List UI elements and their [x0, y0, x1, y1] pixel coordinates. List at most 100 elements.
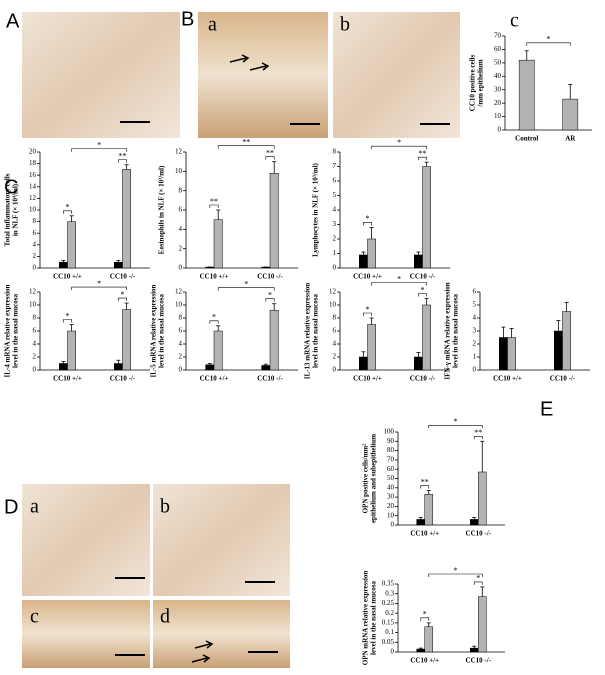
bar	[67, 221, 76, 269]
significance-label: **	[210, 197, 218, 206]
bar	[114, 261, 123, 269]
significance-bracket	[217, 145, 275, 149]
y-tick-label: 4	[333, 340, 337, 348]
y-tick-label: 8	[179, 314, 183, 322]
x-tick-label: CC10 +/+	[53, 375, 82, 383]
bar	[269, 309, 279, 371]
y-tick-label: 8	[333, 148, 337, 156]
y-tick-label: 2	[33, 353, 37, 361]
y-tick-label: 1	[473, 353, 477, 361]
panel-label: E	[540, 398, 553, 420]
y-tick-label: 4	[473, 314, 477, 322]
bar	[518, 59, 535, 131]
x-tick-label: CC10 -/-	[110, 375, 136, 383]
y-tick-label: 0	[391, 648, 395, 656]
y-axis-label: OPN positive cells/mm²	[362, 444, 370, 514]
y-axis-label: level in the nasal mucosa	[12, 294, 20, 368]
y-tick-label: 20	[387, 502, 395, 510]
significance-bracket	[63, 210, 72, 214]
significance-label: **	[419, 149, 427, 158]
significance-label: *	[421, 285, 425, 294]
panel-label: d	[160, 606, 170, 628]
significance-bracket	[209, 204, 219, 208]
x-tick-label: CC10 -/-	[410, 273, 436, 281]
panel-label: a	[208, 14, 217, 36]
y-tick-label: 5	[333, 191, 337, 199]
bar	[205, 364, 215, 371]
y-axis-label: Lymphocytes in NLF (× 10³/ml)	[312, 162, 320, 256]
panel-label: A	[6, 10, 20, 32]
y-tick-label: 2	[333, 353, 337, 361]
y-tick-label: 14	[29, 182, 37, 190]
significance-label: *	[454, 417, 458, 426]
bar	[59, 261, 68, 269]
y-tick-label: 18	[29, 159, 37, 167]
panel-label: B	[181, 8, 194, 30]
bar	[562, 98, 579, 131]
y-axis-label: IL-4 mRNA relative expression	[4, 284, 12, 377]
x-tick-label: CC10 +/+	[53, 273, 82, 281]
y-tick-label: 0.15	[382, 618, 395, 626]
bar	[122, 169, 131, 269]
y-tick-label: 6	[333, 177, 337, 185]
x-tick-label: CC10 -/-	[110, 273, 136, 281]
y-axis-label: Total inflammatory cells	[4, 173, 12, 246]
significance-label: **	[242, 137, 250, 146]
significance-label: *	[454, 566, 458, 575]
y-tick-label: 10	[494, 112, 502, 120]
significance-label: *	[423, 610, 427, 619]
x-tick-label: CC10 +/+	[200, 273, 229, 281]
significance-label: *	[212, 313, 216, 322]
y-tick-label: 6	[33, 327, 37, 335]
x-tick-label: AR	[565, 135, 576, 143]
y-tick-label: 20	[29, 148, 37, 156]
bar	[414, 254, 423, 269]
y-tick-label: 20	[494, 99, 502, 107]
significance-bracket	[428, 573, 483, 577]
y-tick-label: 6	[473, 288, 477, 296]
y-tick-label: 2	[179, 244, 183, 252]
bar	[416, 519, 426, 526]
significance-bracket	[526, 42, 571, 46]
significance-label: *	[66, 203, 70, 212]
y-tick-label: 0.3	[385, 589, 394, 597]
y-tick-label: 6	[179, 327, 183, 335]
bar	[424, 626, 434, 653]
panel-label: D	[4, 496, 18, 518]
y-tick-label: 4	[179, 225, 183, 233]
x-tick-label: CC10 -/-	[550, 375, 576, 383]
significance-label: *	[97, 279, 101, 288]
bar	[414, 356, 423, 371]
y-tick-label: 10	[29, 301, 37, 309]
y-tick-label: 12	[29, 194, 37, 202]
bar	[499, 337, 508, 371]
y-tick-label: 2	[179, 353, 183, 361]
bar	[59, 363, 68, 371]
significance-label: *	[366, 214, 370, 223]
y-tick-label: 70	[494, 32, 502, 40]
significance-bracket	[265, 298, 275, 302]
significance-bracket	[371, 282, 427, 286]
y-tick-label: 8	[179, 186, 183, 194]
y-tick-label: 4	[333, 206, 337, 214]
y-tick-label: 6	[33, 229, 37, 237]
y-tick-label: 10	[29, 206, 37, 214]
bar	[469, 519, 479, 526]
significance-bracket	[209, 320, 219, 324]
significance-label: *	[397, 274, 401, 283]
significance-bracket	[217, 287, 275, 291]
panel-label: a	[30, 496, 39, 518]
x-tick-label: CC10 +/+	[200, 375, 229, 383]
micrograph	[198, 12, 328, 138]
y-axis-label: /mm epithelium	[477, 59, 485, 107]
y-tick-label: 7	[333, 162, 337, 170]
y-axis-label: Eosinophils in NLF (× 10³/ml)	[158, 165, 166, 254]
y-tick-label: 4	[33, 240, 37, 248]
bar	[261, 365, 271, 371]
y-tick-label: 0	[333, 264, 337, 272]
x-tick-label: Control	[515, 135, 538, 143]
y-tick-label: 3	[333, 220, 337, 228]
y-tick-label: 12	[175, 148, 183, 156]
y-tick-label: 70	[387, 456, 395, 464]
significance-label: **	[421, 477, 429, 486]
